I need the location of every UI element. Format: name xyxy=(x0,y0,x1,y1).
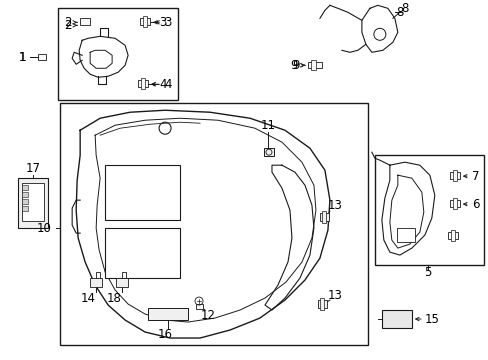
Bar xyxy=(18,178,48,228)
Text: 9: 9 xyxy=(292,59,299,72)
Text: 14: 14 xyxy=(81,292,96,305)
Text: 9: 9 xyxy=(289,59,297,72)
Bar xyxy=(319,298,323,310)
Bar xyxy=(374,155,483,265)
Text: 8: 8 xyxy=(400,2,407,15)
Text: 4: 4 xyxy=(164,78,171,91)
Text: 5: 5 xyxy=(423,266,430,279)
Bar xyxy=(80,18,90,25)
Bar xyxy=(58,8,178,100)
Text: 7: 7 xyxy=(471,170,479,183)
Bar xyxy=(381,310,411,328)
Bar xyxy=(105,165,180,220)
Bar xyxy=(449,200,459,207)
Bar xyxy=(196,304,203,309)
Text: 16: 16 xyxy=(157,328,172,341)
Bar xyxy=(105,228,180,278)
Bar xyxy=(22,192,28,197)
Text: 17: 17 xyxy=(26,162,41,175)
Text: 13: 13 xyxy=(327,289,342,302)
Bar xyxy=(452,198,456,209)
Bar xyxy=(307,62,321,68)
Text: 12: 12 xyxy=(200,309,215,321)
Text: 8: 8 xyxy=(395,6,403,19)
Text: 3: 3 xyxy=(159,16,166,29)
Bar xyxy=(22,183,44,221)
Text: 2: 2 xyxy=(64,19,72,32)
Bar xyxy=(396,228,414,242)
Bar xyxy=(140,18,150,25)
Bar xyxy=(22,206,28,211)
Bar xyxy=(264,148,273,156)
Text: 6: 6 xyxy=(471,198,479,211)
Bar xyxy=(143,16,147,27)
Bar xyxy=(447,232,457,239)
Text: 13: 13 xyxy=(327,199,342,212)
Bar xyxy=(138,80,148,87)
Bar xyxy=(116,278,128,287)
Text: 3: 3 xyxy=(164,16,171,29)
Bar xyxy=(22,185,28,190)
Bar xyxy=(38,54,46,60)
Text: 11: 11 xyxy=(260,119,275,132)
Bar xyxy=(449,172,459,179)
Bar xyxy=(148,308,188,320)
Text: 1: 1 xyxy=(19,51,26,64)
Bar xyxy=(22,199,28,204)
Bar xyxy=(450,230,454,241)
Bar xyxy=(90,278,102,287)
Bar xyxy=(141,78,145,89)
Text: 1: 1 xyxy=(19,51,26,64)
Text: 15: 15 xyxy=(424,312,438,325)
Text: 10: 10 xyxy=(37,222,52,235)
Text: 2: 2 xyxy=(64,16,72,29)
Text: 18: 18 xyxy=(106,292,122,305)
Bar xyxy=(319,213,328,221)
Bar xyxy=(310,60,315,70)
Bar xyxy=(60,103,367,345)
Bar xyxy=(452,170,456,181)
Bar xyxy=(321,211,325,223)
Text: 4: 4 xyxy=(159,78,166,91)
Bar xyxy=(317,300,326,308)
